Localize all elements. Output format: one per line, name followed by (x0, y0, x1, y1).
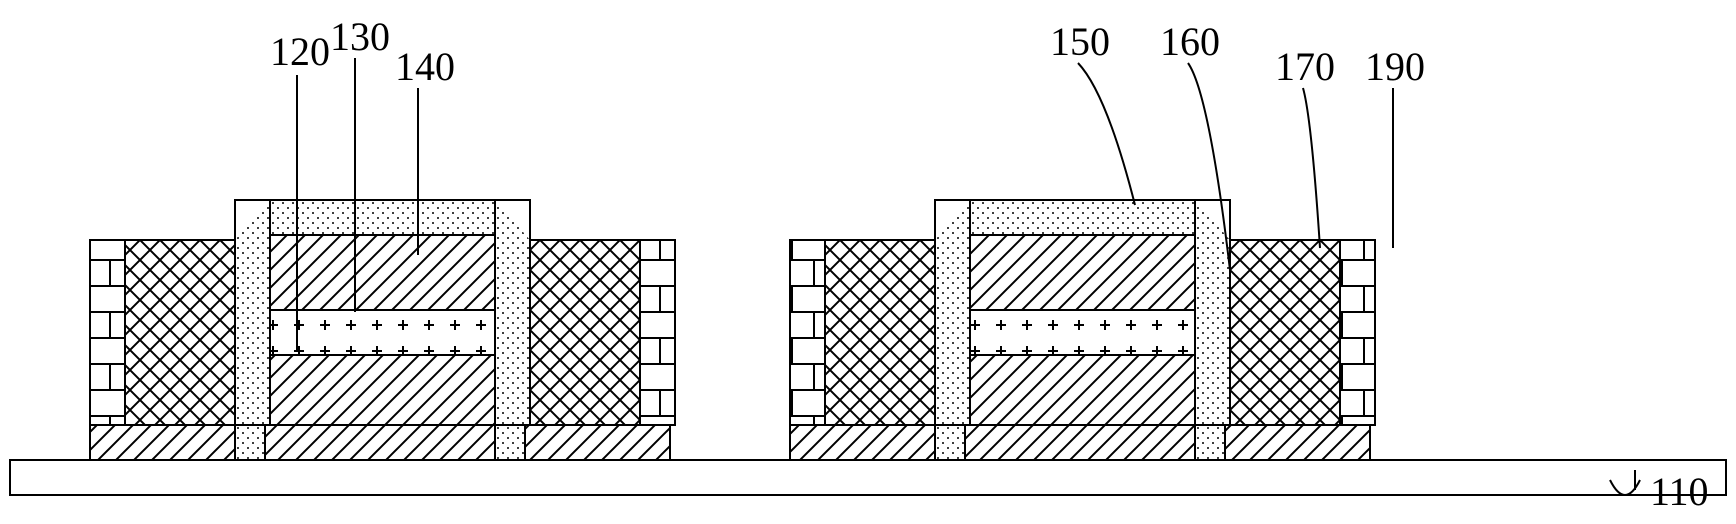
wrap-190 (790, 240, 825, 425)
epi-170 (1230, 240, 1340, 425)
label-120: 120 (270, 29, 330, 74)
label-170: 170 (1275, 44, 1335, 89)
insulator-130 (270, 310, 495, 355)
label-160: 160 (1160, 19, 1220, 64)
epi-170 (530, 240, 640, 425)
epi-170 (825, 240, 935, 425)
wrap-190 (640, 240, 675, 425)
base-baseCR (1195, 425, 1225, 460)
base-baseL (90, 425, 235, 460)
spacer-150 (970, 200, 1195, 235)
gate-140 (270, 235, 495, 310)
insulator-130 (970, 310, 1195, 355)
label-190: 190 (1365, 44, 1425, 89)
base-baseL (790, 425, 935, 460)
base-baseC (965, 425, 1195, 460)
leader-150 (1078, 63, 1135, 205)
base-baseR (1225, 425, 1370, 460)
epi-170 (125, 240, 235, 425)
base-baseCL (935, 425, 965, 460)
label-140: 140 (395, 44, 455, 89)
channel-120 (270, 355, 495, 425)
substrate-110 (10, 460, 1726, 495)
base-baseCL (235, 425, 265, 460)
gate-140 (970, 235, 1195, 310)
label-130: 130 (330, 14, 390, 59)
base-baseCR (495, 425, 525, 460)
leader-170 (1303, 88, 1320, 248)
wrap-190 (90, 240, 125, 425)
wrap-190 (1340, 240, 1375, 425)
base-baseC (265, 425, 495, 460)
base-baseR (525, 425, 670, 460)
label-150: 150 (1050, 19, 1110, 64)
channel-120 (970, 355, 1195, 425)
label-110: 110 (1650, 469, 1709, 514)
spacer-150 (270, 200, 495, 235)
